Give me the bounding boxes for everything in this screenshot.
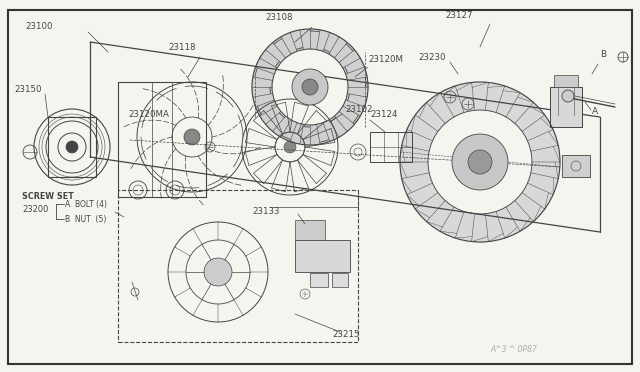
Text: B  NUT  (5): B NUT (5) [65, 215, 106, 224]
Text: 23127: 23127 [445, 11, 472, 20]
Bar [118, 190, 358, 342]
Circle shape [302, 79, 318, 95]
Circle shape [284, 141, 296, 153]
Text: 23200: 23200 [22, 205, 49, 214]
Text: 23133: 23133 [252, 207, 280, 216]
Text: B: B [600, 50, 606, 59]
Text: 23124: 23124 [370, 110, 397, 119]
Text: 23120MA: 23120MA [128, 110, 169, 119]
Text: 23215: 23215 [332, 330, 360, 339]
Circle shape [184, 129, 200, 145]
Circle shape [452, 134, 508, 190]
Bar [332, 273, 348, 287]
Circle shape [562, 90, 574, 102]
Text: 23100: 23100 [25, 22, 52, 31]
Bar [554, 75, 578, 87]
Bar [118, 82, 206, 197]
Bar [295, 240, 350, 272]
Circle shape [204, 258, 232, 286]
Text: A  BOLT (4): A BOLT (4) [65, 199, 107, 208]
Circle shape [468, 150, 492, 174]
Text: A^3 ^ 0P87: A^3 ^ 0P87 [490, 345, 537, 354]
Text: SCREW SET: SCREW SET [22, 192, 74, 201]
Bar [295, 220, 325, 240]
Text: 23102: 23102 [345, 105, 372, 114]
Polygon shape [400, 82, 560, 242]
Bar [48, 117, 96, 177]
Bar [370, 132, 412, 162]
Circle shape [292, 69, 328, 105]
Circle shape [66, 141, 78, 153]
Text: A: A [592, 107, 598, 116]
Bar [550, 87, 582, 127]
Text: 23120M: 23120M [368, 55, 403, 64]
Bar [310, 273, 328, 287]
Text: 23230: 23230 [418, 53, 445, 62]
Text: 23118: 23118 [168, 43, 195, 52]
Polygon shape [252, 29, 368, 145]
Bar [562, 155, 590, 177]
Text: 23150: 23150 [14, 85, 42, 94]
Text: 23108: 23108 [265, 13, 292, 22]
